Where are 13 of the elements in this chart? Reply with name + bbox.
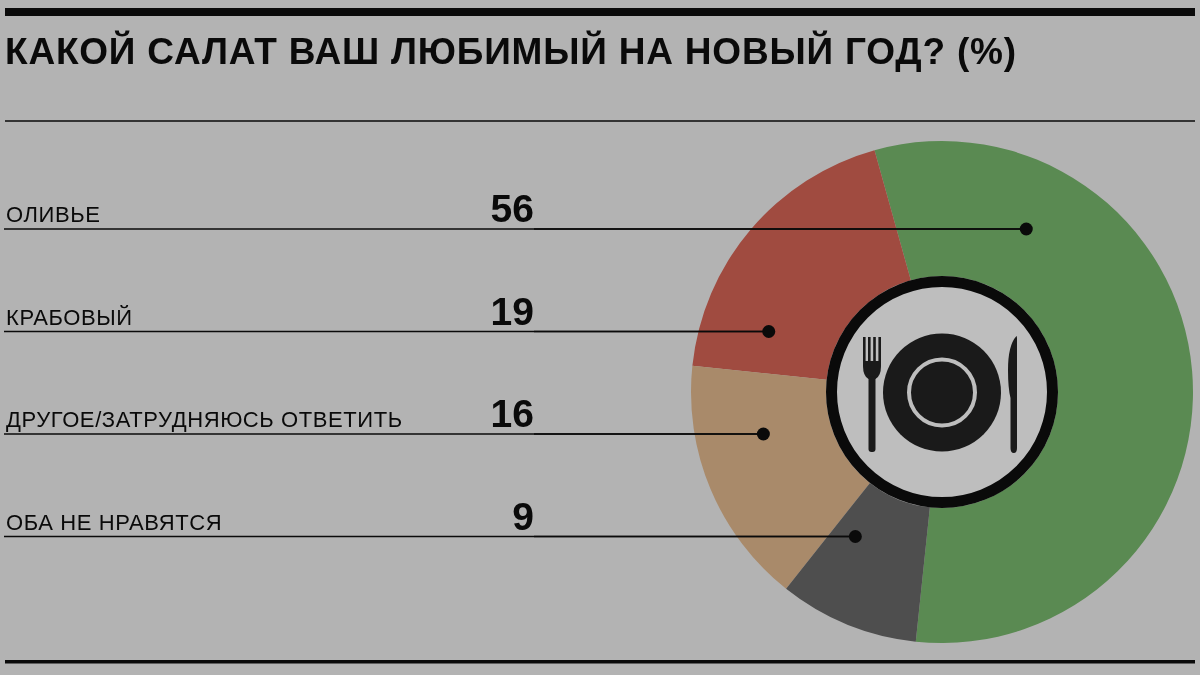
donut-slice (874, 141, 1193, 643)
donut-slice (691, 365, 870, 589)
data-label: 16 (490, 392, 534, 435)
data-label: 56 (490, 187, 534, 230)
data-label: 9 (512, 494, 534, 538)
slice-label: ОЛИВЬЕ (6, 202, 101, 227)
slice-label: ОБА НЕ НРАВЯТСЯ (6, 509, 223, 535)
donut-slice (786, 482, 930, 642)
slice-label: ДРУГОЕ/ЗАТРУДНЯЮСЬ ОТВЕТИТЬ (6, 407, 403, 432)
data-label: 19 (490, 289, 534, 333)
donut-slice (692, 150, 911, 380)
slice-label: КРАБОВЫЙ (6, 304, 133, 330)
chart-title: КАКОЙ САЛАТ ВАШ ЛЮБИМЫЙ НА НОВЫЙ ГОД? (%) (5, 30, 1017, 72)
